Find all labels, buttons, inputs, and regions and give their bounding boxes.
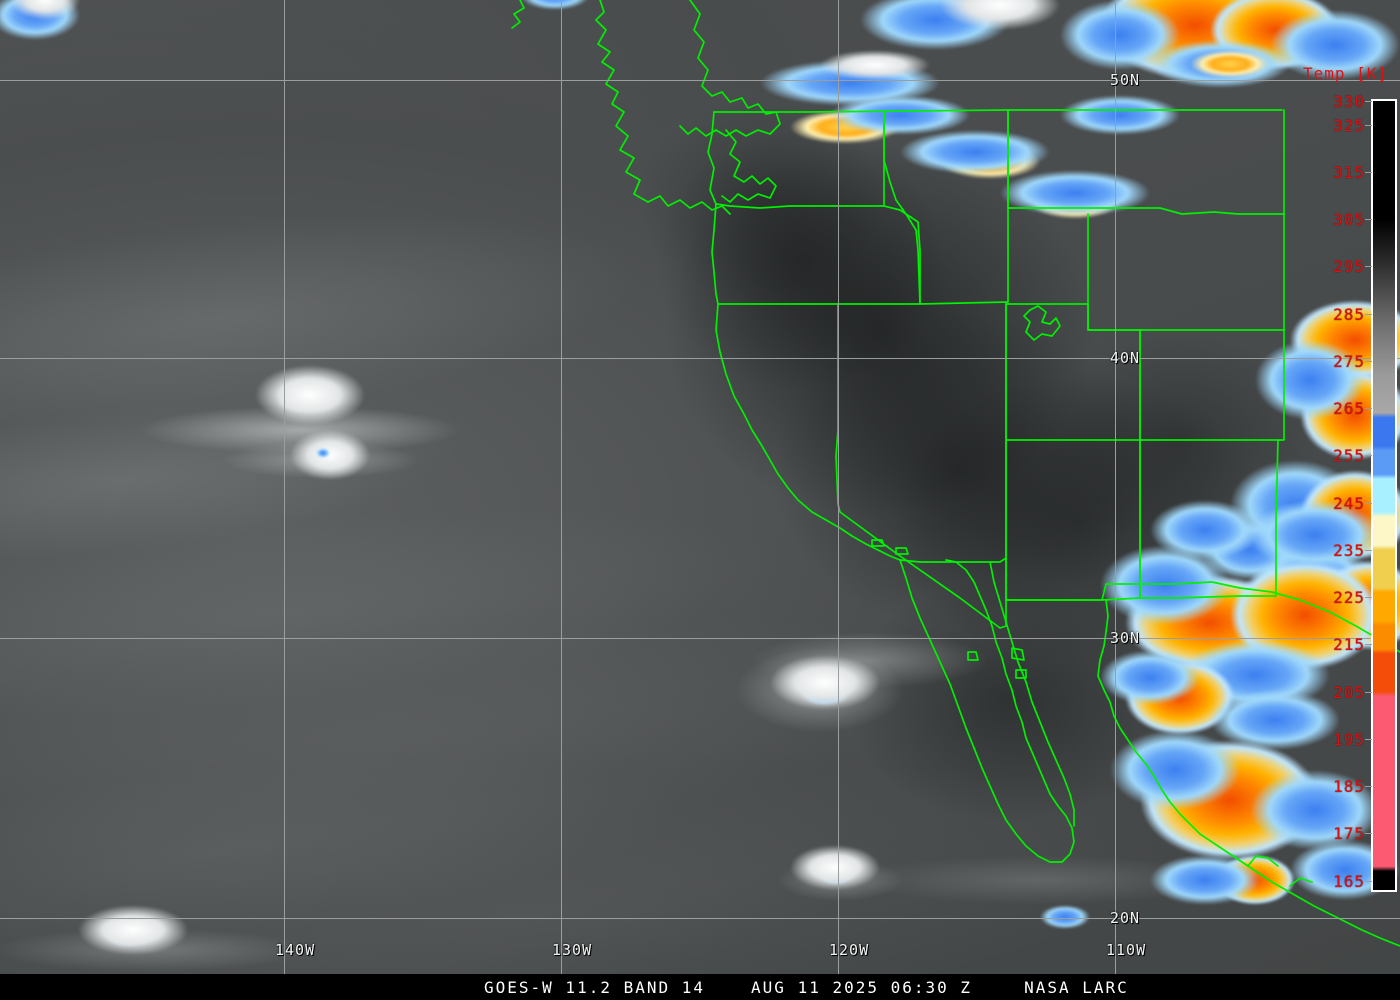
colorbar-tickmark-330 (1365, 101, 1372, 102)
coastline-mexico-mainland (1097, 599, 1400, 947)
gridline-lon-130w (561, 0, 562, 1000)
colorbar-tick-205: 205 (1333, 682, 1365, 702)
colorbar-tick-185: 185 (1333, 777, 1365, 797)
mexico-state-borders (1247, 855, 1313, 887)
colorbar-tickmark-255 (1365, 455, 1372, 457)
border-wyoming (1087, 213, 1285, 331)
colorbar-tick-245: 245 (1333, 493, 1365, 513)
colorbar-tickmark-175 (1365, 833, 1372, 835)
coastline-california (715, 303, 901, 561)
channel-islands (871, 539, 909, 555)
border-washington (707, 111, 885, 209)
gridline-lat-30n (0, 638, 1400, 639)
great-salt-lake (1023, 305, 1061, 341)
colorbar-tickmark-245 (1365, 502, 1372, 504)
colorbar-tickmark-195 (1365, 738, 1372, 740)
colorbar-tickmark-235 (1365, 549, 1372, 551)
colorbar-title: Temp [K] (1303, 64, 1389, 83)
border-new-mexico (1139, 439, 1279, 599)
coastline-puget-sound (721, 129, 777, 203)
colorbar-tick-285: 285 (1333, 304, 1365, 324)
gridline-lon-120w (838, 0, 839, 1000)
colorbar-tick-325: 325 (1333, 115, 1365, 135)
colorbar-tickmark-325 (1365, 124, 1372, 126)
border-montana (1007, 109, 1285, 215)
border-colorado (1139, 329, 1285, 441)
colorbar-tickmark-295 (1365, 266, 1372, 268)
gridlabel-lon-110w: 110W (1106, 941, 1147, 959)
colorbar-tickmark-275 (1365, 360, 1372, 362)
caption-bar: GOES-W 11.2 BAND 14 AUG 11 2025 06:30 Z … (0, 974, 1400, 1000)
border-oregon (711, 203, 921, 305)
gridline-lon-110w (1115, 0, 1116, 1000)
colorbar-tick-175: 175 (1333, 824, 1365, 844)
gridlabel-lon-130w: 130W (552, 941, 593, 959)
colorbar-tickmark-215 (1365, 644, 1372, 646)
caption-instrument: GOES-W 11.2 BAND 14 (484, 977, 706, 997)
border-idaho (883, 109, 1009, 305)
colorbar-tickmark-265 (1365, 408, 1372, 410)
colorbar-tick-315: 315 (1333, 162, 1365, 182)
caption-timestamp: AUG 11 2025 06:30 Z (751, 977, 973, 997)
colorbar-tick-225: 225 (1333, 588, 1365, 608)
gridline-lat-20n (0, 918, 1400, 919)
border-us-canada (713, 109, 1283, 113)
colorbar-tick-165: 165 (1333, 871, 1365, 891)
colorbar-tick-330: 330 (1333, 92, 1365, 111)
coastline-baja-peninsula (899, 559, 1075, 863)
border-nevada (835, 303, 1007, 629)
baja-gulf-coast (989, 561, 1075, 827)
colorbar-tickmark-305 (1365, 219, 1372, 221)
gridlabel-lat-50n: 50N (1110, 71, 1141, 89)
gridlabel-lon-120w: 120W (829, 941, 870, 959)
colorbar-tickmark-165 (1365, 880, 1372, 882)
coastline-vancouver-island (679, 0, 781, 137)
colorbar-tick-275: 275 (1333, 351, 1365, 371)
colorbar-tick-255: 255 (1333, 446, 1365, 466)
caption-source: NASA LARC (1024, 977, 1129, 997)
gridlabel-lat-40n: 40N (1110, 349, 1141, 367)
colorbar-border (1371, 99, 1397, 892)
colorbar-tickmark-205 (1365, 691, 1372, 693)
temperature-colorbar[interactable] (1371, 99, 1397, 892)
border-us-mexico (899, 557, 1400, 653)
gridline-lat-40n (0, 358, 1400, 359)
gridlabel-lon-140w: 140W (275, 941, 316, 959)
colorbar-gradient (1373, 101, 1395, 890)
baja-islands (967, 647, 1027, 679)
border-utah (1005, 303, 1141, 441)
colorbar-tick-215: 215 (1333, 635, 1365, 655)
colorbar-tick-265: 265 (1333, 399, 1365, 419)
gridlabel-lat-30n: 30N (1110, 629, 1141, 647)
gridline-lon-140w (284, 0, 285, 1000)
colorbar-tick-305: 305 (1333, 210, 1365, 230)
colorbar-tick-235: 235 (1333, 540, 1365, 560)
gridline-lat-50n (0, 80, 1400, 81)
gridlabel-lat-20n: 20N (1110, 909, 1141, 927)
border-arizona (1005, 439, 1141, 601)
colorbar-tick-295: 295 (1333, 257, 1365, 277)
colorbar-tick-195: 195 (1333, 729, 1365, 749)
colorbar-tickmark-225 (1365, 597, 1372, 599)
colorbar-tickmark-185 (1365, 786, 1372, 788)
colorbar-tickmark-315 (1365, 171, 1372, 173)
coastline-british-columbia (511, 0, 731, 215)
colorbar-tickmark-285 (1365, 313, 1372, 315)
